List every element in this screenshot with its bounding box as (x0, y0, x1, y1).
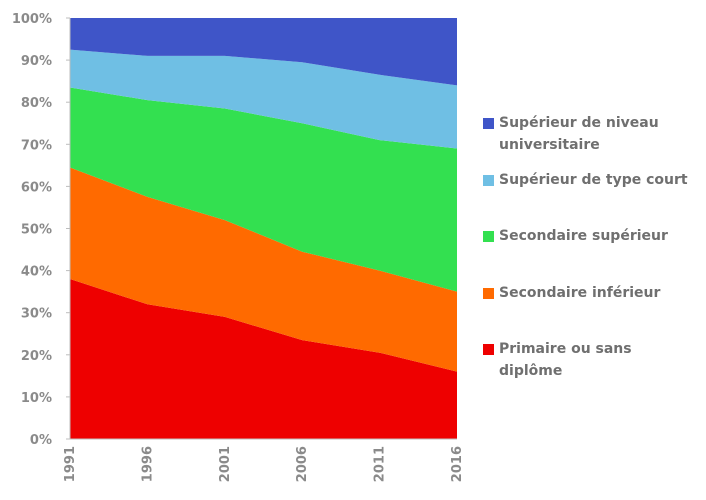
legend-swatch (483, 288, 494, 299)
x-tick-label: 2001 (218, 446, 233, 482)
y-tick-label: 100% (12, 12, 52, 27)
x-tick-label: 1996 (140, 446, 155, 482)
y-tick-label: 90% (21, 54, 52, 69)
legend-swatch (483, 231, 494, 242)
x-tick-label: 2016 (450, 446, 465, 482)
y-tick-label: 40% (21, 265, 52, 280)
legend-item: Supérieur de type court (483, 169, 688, 191)
legend-item: Secondaire supérieur (483, 225, 668, 247)
y-tick-label: 60% (21, 180, 52, 195)
legend-swatch (483, 344, 494, 355)
axes (66, 17, 457, 440)
x-tick-label: 2006 (295, 446, 310, 482)
area-layers (70, 18, 457, 439)
legend-label: Primaire ou sans diplôme (499, 341, 632, 379)
x-tick-labels: 1991 1996 2001 2006 2011 2016 (63, 446, 465, 482)
area-series-3 (70, 49, 457, 149)
area-series-2 (70, 87, 457, 292)
legend-swatch (483, 175, 494, 186)
area-series-1 (70, 167, 457, 372)
area-series-4 (70, 18, 457, 86)
legend-item: Primaire ou sans diplôme (483, 338, 698, 382)
legend-item: Secondaire inférieur (483, 282, 660, 304)
x-tick-label: 1991 (63, 446, 78, 482)
y-tick-label: 10% (21, 391, 52, 406)
legend-label: Supérieur de type court (499, 172, 688, 188)
x-tick-label: 2011 (373, 446, 388, 482)
legend-item: Supérieur de niveau universitaire (483, 112, 698, 156)
y-tick-label: 30% (21, 307, 52, 322)
y-tick-label: 80% (21, 96, 52, 111)
area-series-0 (70, 279, 457, 439)
legend-label: Secondaire supérieur (499, 228, 668, 244)
legend-label: Supérieur de niveau universitaire (499, 115, 659, 153)
y-tick-label: 0% (30, 433, 52, 448)
legend-label: Secondaire inférieur (499, 285, 661, 301)
y-tick-labels: 0% 10% 20% 30% 40% 50% 60% 70% 80% 90% 100% (12, 12, 52, 448)
y-tick-label: 70% (21, 138, 52, 153)
y-tick-label: 50% (21, 223, 52, 238)
y-tick-label: 20% (21, 349, 52, 364)
legend-swatch (483, 118, 494, 129)
